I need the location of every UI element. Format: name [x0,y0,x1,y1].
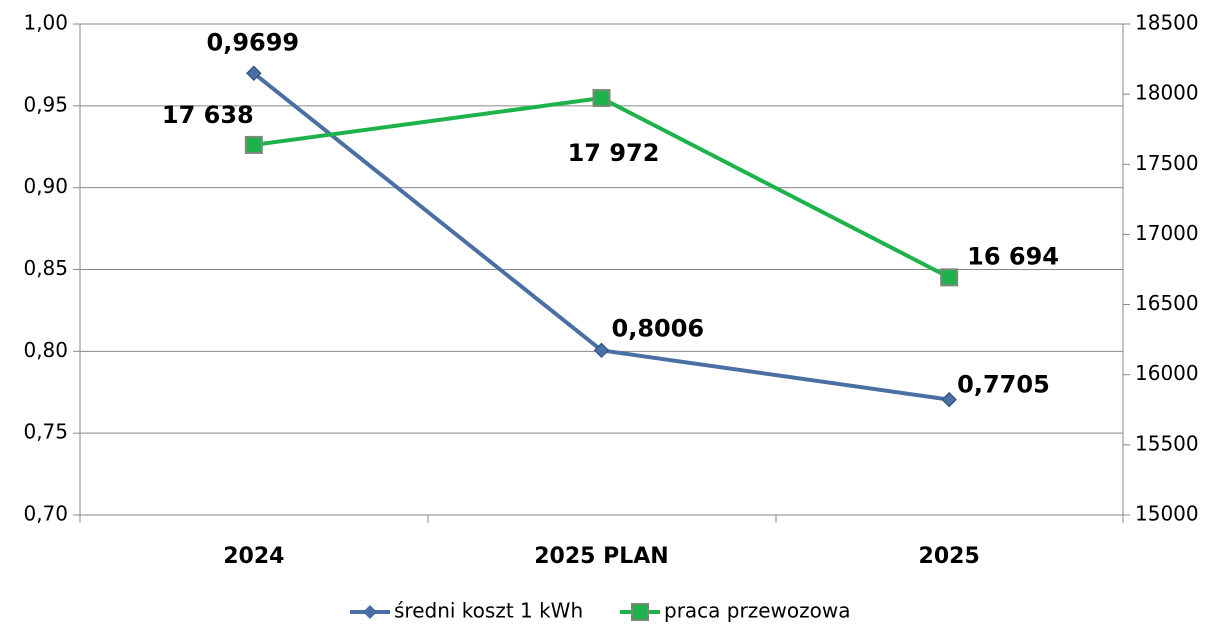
x-tick-label: 2025 PLAN [534,544,668,569]
y2-tick-label: 16000 [1135,361,1199,385]
y-tick-label: 0,80 [23,338,68,362]
y-tick-label: 1,00 [23,11,68,35]
value-label: 16 694 [967,242,1059,270]
y2-tick-label: 18000 [1135,81,1199,105]
point-marker [593,342,610,359]
y-tick-label: 0,70 [23,502,68,526]
value-label: 0,7705 [957,371,1050,399]
y2-tick-label: 18500 [1135,11,1199,35]
point-marker [941,391,957,408]
y-tick-label: 0,95 [23,92,68,116]
legend-label: praca przewozowa [664,599,850,623]
y-tick-label: 0,90 [23,174,68,198]
legend-label: średni koszt 1 kWh [394,599,583,623]
value-label: 0,9699 [207,28,300,56]
y-tick-label: 0,85 [23,256,68,280]
point-marker [940,268,959,287]
value-label: 17 638 [162,101,254,129]
y2-tick-label: 16500 [1135,291,1199,315]
y2-tick-label: 15500 [1135,431,1199,455]
point-marker [592,89,611,108]
legend-marker [631,603,649,621]
point-marker [246,65,262,81]
y2-tick-label: 15000 [1135,502,1199,526]
y-tick-label: 0,75 [23,420,68,444]
x-tick-label: 2024 [223,544,284,569]
legend-marker [363,605,377,619]
point-marker [244,135,263,154]
y2-tick-label: 17000 [1135,221,1199,245]
x-tick-label: 2025 [919,544,980,569]
y2-tick-label: 17500 [1135,151,1199,175]
value-label: 17 972 [568,139,660,167]
value-label: 0,8006 [612,314,705,342]
